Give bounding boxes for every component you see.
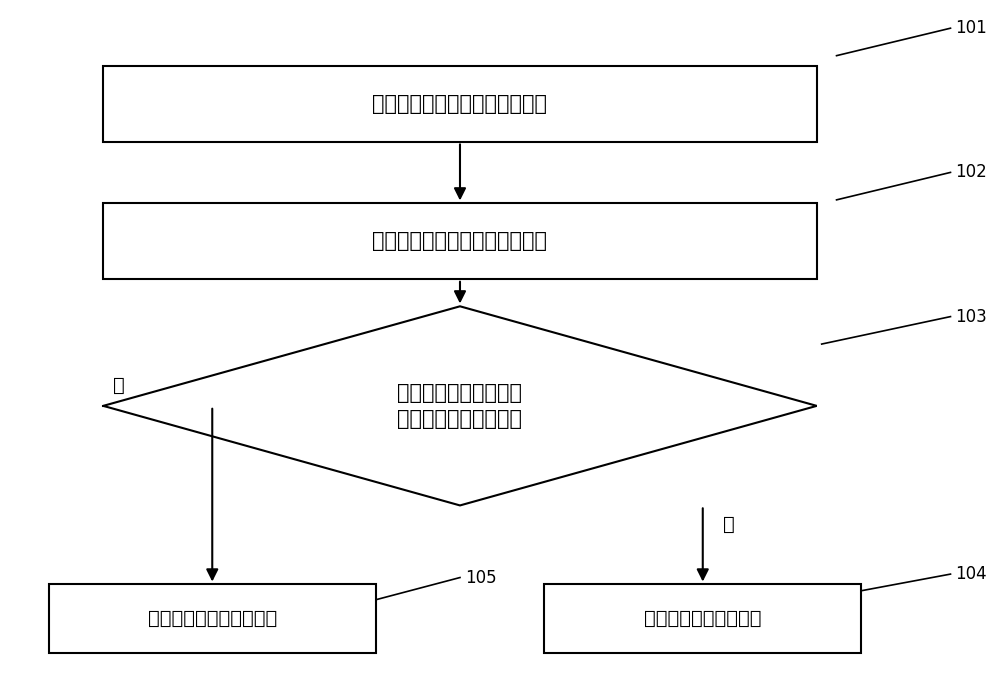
Bar bbox=[103, 204, 817, 279]
Text: 105: 105 bbox=[465, 569, 497, 587]
Text: 104: 104 bbox=[955, 565, 987, 583]
Polygon shape bbox=[103, 306, 817, 505]
Text: 否: 否 bbox=[113, 376, 125, 395]
Bar bbox=[49, 584, 376, 653]
Text: 102: 102 bbox=[955, 163, 987, 181]
Text: 根据换电站的位置设置虚拟围栏: 根据换电站的位置设置虚拟围栏 bbox=[372, 94, 547, 114]
Text: 103: 103 bbox=[955, 308, 987, 325]
Text: 接收用户上传的用户的位置信息: 接收用户上传的用户的位置信息 bbox=[372, 231, 547, 251]
Text: 确定该用户不是排队用户: 确定该用户不是排队用户 bbox=[148, 610, 277, 628]
Text: 根据位置信息判断该用
户是否位于虚拟围栏内: 根据位置信息判断该用 户是否位于虚拟围栏内 bbox=[397, 383, 522, 429]
Text: 是: 是 bbox=[723, 515, 734, 534]
Text: 确定该用户是排队用户: 确定该用户是排队用户 bbox=[644, 610, 762, 628]
Bar bbox=[544, 584, 861, 653]
Bar bbox=[103, 66, 817, 142]
Text: 101: 101 bbox=[955, 19, 987, 38]
